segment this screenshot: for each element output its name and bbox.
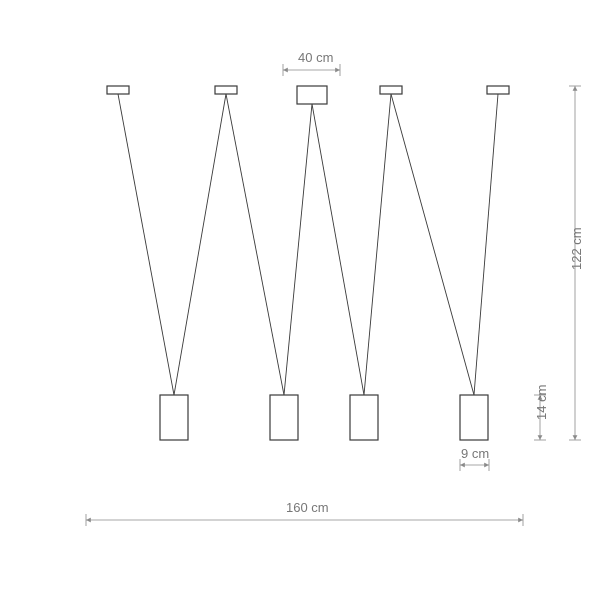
dim-width_160-label: 160 cm (286, 500, 329, 515)
lamp-1 (270, 395, 298, 440)
dimension-diagram: 40 cm 9 cm 160 cm 14 cm 122 cm (0, 0, 600, 600)
ceiling-mount-3 (487, 86, 509, 94)
dim-height_14-label: 14 cm (534, 385, 549, 420)
lamp-2 (350, 395, 378, 440)
ceiling-mount-1 (215, 86, 237, 94)
dim-height_122-label: 122 cm (569, 227, 584, 270)
ceiling-mount-0 (107, 86, 129, 94)
lamp-0 (160, 395, 188, 440)
ceiling-mount-2 (380, 86, 402, 94)
dim-width_9-label: 9 cm (461, 446, 489, 461)
lamp-3 (460, 395, 488, 440)
dim-width_40-label: 40 cm (298, 50, 333, 65)
ceiling-canopy (297, 86, 327, 104)
